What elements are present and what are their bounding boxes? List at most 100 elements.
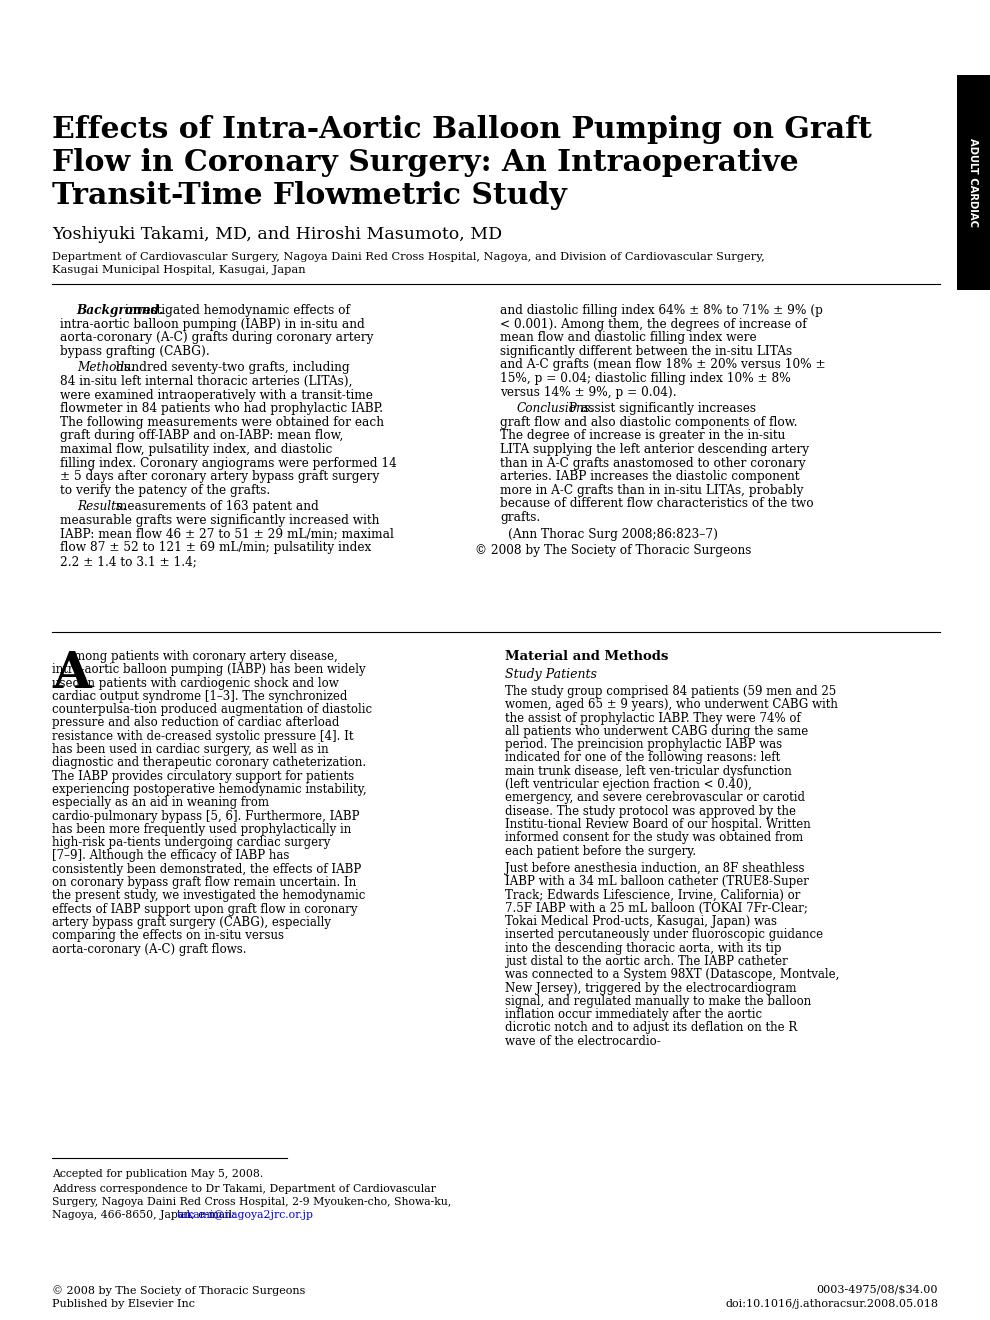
Text: on coronary bypass graft flow remain uncertain. In: on coronary bypass graft flow remain unc… bbox=[52, 876, 356, 890]
Text: high-risk pa-tients undergoing cardiac surgery: high-risk pa-tients undergoing cardiac s… bbox=[52, 836, 331, 849]
Text: [7–9]. Although the efficacy of IABP has: [7–9]. Although the efficacy of IABP has bbox=[52, 850, 289, 862]
Text: 2.2 ± 1.4 to 3.1 ± 1.4;: 2.2 ± 1.4 to 3.1 ± 1.4; bbox=[60, 554, 197, 568]
Text: (left ventricular ejection fraction < 0.40),: (left ventricular ejection fraction < 0.… bbox=[505, 777, 751, 791]
Bar bbox=[957, 75, 990, 290]
Text: inserted percutaneously under fluoroscopic guidance: inserted percutaneously under fluoroscop… bbox=[505, 928, 823, 941]
Text: © 2008 by The Society of Thoracic Surgeons: © 2008 by The Society of Thoracic Surgeo… bbox=[52, 1284, 305, 1296]
Text: mean flow and diastolic filling index were: mean flow and diastolic filling index we… bbox=[500, 331, 756, 345]
Text: aorta-coronary (A-C) grafts during coronary artery: aorta-coronary (A-C) grafts during coron… bbox=[60, 331, 373, 345]
Text: dicrotic notch and to adjust its deflation on the R: dicrotic notch and to adjust its deflati… bbox=[505, 1022, 797, 1035]
Text: resistance with de-creased systolic pressure [4]. It: resistance with de-creased systolic pres… bbox=[52, 730, 353, 743]
Text: Flow in Coronary Surgery: An Intraoperative: Flow in Coronary Surgery: An Intraoperat… bbox=[52, 148, 799, 177]
Text: Background.: Background. bbox=[76, 304, 164, 317]
Text: Accepted for publication May 5, 2008.: Accepted for publication May 5, 2008. bbox=[52, 1170, 263, 1179]
Text: P assist significantly increases: P assist significantly increases bbox=[569, 403, 756, 416]
Text: LITA supplying the left anterior descending artery: LITA supplying the left anterior descend… bbox=[500, 444, 809, 455]
Text: < 0.001). Among them, the degrees of increase of: < 0.001). Among them, the degrees of inc… bbox=[500, 318, 807, 330]
Text: flowmeter in 84 patients who had prophylactic IABP.: flowmeter in 84 patients who had prophyl… bbox=[60, 403, 383, 416]
Text: arteries. IABP increases the diastolic component: arteries. IABP increases the diastolic c… bbox=[500, 470, 800, 483]
Text: informed consent for the study was obtained from: informed consent for the study was obtai… bbox=[505, 832, 803, 845]
Text: disease. The study protocol was approved by the: disease. The study protocol was approved… bbox=[505, 805, 796, 817]
Text: Address correspondence to Dr Takami, Department of Cardiovascular: Address correspondence to Dr Takami, Dep… bbox=[52, 1184, 436, 1195]
Text: measurable grafts were significantly increased with: measurable grafts were significantly inc… bbox=[60, 513, 379, 527]
Text: Results.: Results. bbox=[76, 500, 126, 513]
Text: has been more frequently used prophylactically in: has been more frequently used prophylact… bbox=[52, 822, 351, 836]
Text: Institu-tional Review Board of our hospital. Written: Institu-tional Review Board of our hospi… bbox=[505, 818, 811, 832]
Text: because of different flow characteristics of the two: because of different flow characteristic… bbox=[500, 498, 814, 511]
Text: graft during off-IABP and on-IABP: mean flow,: graft during off-IABP and on-IABP: mean … bbox=[60, 429, 344, 442]
Text: mong patients with coronary artery disease,: mong patients with coronary artery disea… bbox=[74, 649, 338, 663]
Text: Effects of Intra-Aortic Balloon Pumping on Graft: Effects of Intra-Aortic Balloon Pumping … bbox=[52, 115, 872, 144]
Text: Methods.: Methods. bbox=[76, 362, 134, 375]
Text: counterpulsa-tion produced augmentation of diastolic: counterpulsa-tion produced augmentation … bbox=[52, 704, 372, 717]
Text: IABP: mean flow 46 ± 27 to 51 ± 29 mL/min; maximal: IABP: mean flow 46 ± 27 to 51 ± 29 mL/mi… bbox=[60, 528, 394, 541]
Text: and diastolic filling index 64% ± 8% to 71% ± 9% (p: and diastolic filling index 64% ± 8% to … bbox=[500, 304, 823, 317]
Text: ± 5 days after coronary artery bypass graft surgery: ± 5 days after coronary artery bypass gr… bbox=[60, 470, 379, 483]
Text: into the descending thoracic aorta, with its tip: into the descending thoracic aorta, with… bbox=[505, 941, 781, 954]
Text: New Jersey), triggered by the electrocardiogram: New Jersey), triggered by the electrocar… bbox=[505, 982, 797, 994]
Text: Track; Edwards Lifescience, Irvine, California) or: Track; Edwards Lifescience, Irvine, Cali… bbox=[505, 888, 800, 902]
Text: grafts.: grafts. bbox=[500, 511, 541, 524]
Text: all patients who underwent CABG during the same: all patients who underwent CABG during t… bbox=[505, 725, 808, 738]
Text: each patient before the surgery.: each patient before the surgery. bbox=[505, 845, 696, 858]
Text: was connected to a System 98XT (Datascope, Montvale,: was connected to a System 98XT (Datascop… bbox=[505, 969, 840, 981]
Text: versus 14% ± 9%, p = 0.04).: versus 14% ± 9%, p = 0.04). bbox=[500, 385, 676, 399]
Text: were examined intraoperatively with a transit-time: were examined intraoperatively with a tr… bbox=[60, 388, 373, 401]
Text: women, aged 65 ± 9 years), who underwent CABG with: women, aged 65 ± 9 years), who underwent… bbox=[505, 698, 838, 711]
Text: 7.5F IABP with a 25 mL balloon (TOKAI 7Fr-Clear;: 7.5F IABP with a 25 mL balloon (TOKAI 7F… bbox=[505, 902, 808, 915]
Text: period. The preincision prophylactic IABP was: period. The preincision prophylactic IAB… bbox=[505, 738, 782, 751]
Text: maximal flow, pulsatility index, and diastolic: maximal flow, pulsatility index, and dia… bbox=[60, 444, 333, 455]
Text: intra-aortic balloon pumping (IABP) in in-situ and: intra-aortic balloon pumping (IABP) in i… bbox=[60, 318, 364, 330]
Text: Published by Elsevier Inc: Published by Elsevier Inc bbox=[52, 1299, 195, 1309]
Text: wave of the electrocardio-: wave of the electrocardio- bbox=[505, 1035, 660, 1048]
Text: has been used in cardiac surgery, as well as in: has been used in cardiac surgery, as wel… bbox=[52, 743, 329, 756]
Text: Kasugai Municipal Hospital, Kasugai, Japan: Kasugai Municipal Hospital, Kasugai, Jap… bbox=[52, 265, 306, 275]
Text: than in A-C grafts anastomosed to other coronary: than in A-C grafts anastomosed to other … bbox=[500, 457, 806, 470]
Text: Surgery, Nagoya Daini Red Cross Hospital, 2-9 Myouken-cho, Showa-ku,: Surgery, Nagoya Daini Red Cross Hospital… bbox=[52, 1197, 451, 1206]
Text: cardio-pulmonary bypass [5, 6]. Furthermore, IABP: cardio-pulmonary bypass [5, 6]. Furtherm… bbox=[52, 809, 359, 822]
Text: the present study, we investigated the hemodynamic: the present study, we investigated the h… bbox=[52, 890, 365, 903]
Text: Nagoya, 466-8650, Japan; e-mail:: Nagoya, 466-8650, Japan; e-mail: bbox=[52, 1210, 240, 1220]
Text: bypass grafting (CABG).: bypass grafting (CABG). bbox=[60, 345, 210, 358]
Text: significantly different between the in-situ LITAs: significantly different between the in-s… bbox=[500, 345, 792, 358]
Text: graft flow and also diastolic components of flow.: graft flow and also diastolic components… bbox=[500, 416, 798, 429]
Text: just distal to the aortic arch. The IABP catheter: just distal to the aortic arch. The IABP… bbox=[505, 954, 788, 968]
Text: Just before anesthesia induction, an 8F sheathless: Just before anesthesia induction, an 8F … bbox=[505, 862, 805, 875]
Text: The IABP provides circulatory support for patients: The IABP provides circulatory support fo… bbox=[52, 770, 354, 783]
Text: more in A-C grafts than in in-situ LITAs, probably: more in A-C grafts than in in-situ LITAs… bbox=[500, 484, 804, 496]
Text: © 2008 by The Society of Thoracic Surgeons: © 2008 by The Society of Thoracic Surgeo… bbox=[475, 544, 751, 557]
Text: main trunk disease, left ven-tricular dysfunction: main trunk disease, left ven-tricular dy… bbox=[505, 764, 792, 777]
Text: (Ann Thorac Surg 2008;86:823–7): (Ann Thorac Surg 2008;86:823–7) bbox=[508, 528, 718, 541]
Text: pressure and also reduction of cardiac afterload: pressure and also reduction of cardiac a… bbox=[52, 717, 340, 730]
Text: Tokai Medical Prod-ucts, Kasugai, Japan) was: Tokai Medical Prod-ucts, Kasugai, Japan)… bbox=[505, 915, 777, 928]
Text: especially as an aid in weaning from: especially as an aid in weaning from bbox=[52, 796, 269, 809]
Text: effects of IABP support upon graft flow in coronary: effects of IABP support upon graft flow … bbox=[52, 903, 357, 916]
Text: ADULT CARDIAC: ADULT CARDIAC bbox=[968, 139, 978, 227]
Text: doi:10.1016/j.athoracsur.2008.05.018: doi:10.1016/j.athoracsur.2008.05.018 bbox=[725, 1299, 938, 1309]
Text: 0003-4975/08/$34.00: 0003-4975/08/$34.00 bbox=[817, 1284, 938, 1295]
Text: Material and Methods: Material and Methods bbox=[505, 649, 668, 663]
Text: Study Patients: Study Patients bbox=[505, 668, 597, 681]
Text: and A-C grafts (mean flow 18% ± 20% versus 10% ±: and A-C grafts (mean flow 18% ± 20% vers… bbox=[500, 359, 826, 371]
Text: consistently been demonstrated, the effects of IABP: consistently been demonstrated, the effe… bbox=[52, 863, 361, 875]
Text: 84 in-situ left internal thoracic arteries (LITAs),: 84 in-situ left internal thoracic arteri… bbox=[60, 375, 352, 388]
Text: experiencing postoperative hemodynamic instability,: experiencing postoperative hemodynamic i… bbox=[52, 783, 366, 796]
Text: diagnostic and therapeutic coronary catheterization.: diagnostic and therapeutic coronary cath… bbox=[52, 756, 366, 770]
Text: the assist of prophylactic IABP. They were 74% of: the assist of prophylactic IABP. They we… bbox=[505, 711, 801, 725]
Text: used in patients with cardiogenic shock and low: used in patients with cardiogenic shock … bbox=[52, 677, 339, 689]
Text: A: A bbox=[52, 649, 91, 700]
Text: Department of Cardiovascular Surgery, Nagoya Daini Red Cross Hospital, Nagoya, a: Department of Cardiovascular Surgery, Na… bbox=[52, 252, 764, 261]
Text: Yoshiyuki Takami, MD, and Hiroshi Masumoto, MD: Yoshiyuki Takami, MD, and Hiroshi Masumo… bbox=[52, 226, 502, 243]
Text: Conclusions.: Conclusions. bbox=[517, 403, 595, 416]
Text: measurements of 163 patent and: measurements of 163 patent and bbox=[112, 500, 318, 513]
Text: indicated for one of the following reasons: left: indicated for one of the following reaso… bbox=[505, 751, 780, 764]
Text: Transit-Time Flowmetric Study: Transit-Time Flowmetric Study bbox=[52, 181, 567, 210]
Text: signal, and regulated manually to make the balloon: signal, and regulated manually to make t… bbox=[505, 995, 811, 1008]
Text: IABP with a 34 mL balloon catheter (TRUE8-Super: IABP with a 34 mL balloon catheter (TRUE… bbox=[505, 875, 809, 888]
Text: comparing the effects on in-situ versus: comparing the effects on in-situ versus bbox=[52, 929, 284, 942]
Text: The degree of increase is greater in the in-situ: The degree of increase is greater in the… bbox=[500, 429, 785, 442]
Text: takami@nagoya2jrc.or.jp: takami@nagoya2jrc.or.jp bbox=[177, 1210, 314, 1220]
Text: The following measurements were obtained for each: The following measurements were obtained… bbox=[60, 416, 384, 429]
Text: inflation occur immediately after the aortic: inflation occur immediately after the ao… bbox=[505, 1008, 762, 1022]
Text: investigated hemodynamic effects of: investigated hemodynamic effects of bbox=[125, 304, 349, 317]
